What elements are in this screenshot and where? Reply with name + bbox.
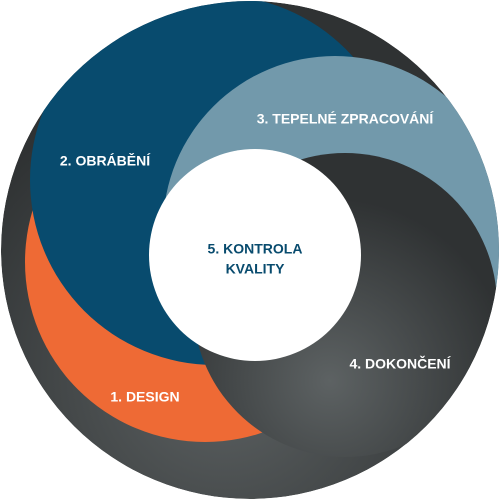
center-label: KVALITY xyxy=(226,261,286,277)
stage-label: 3. TEPELNÉ ZPRACOVÁNÍ xyxy=(257,111,435,127)
stage-label: 4. DOKONČENÍ xyxy=(349,355,451,372)
stage-label: 1. DESIGN xyxy=(110,389,179,405)
stage-label: 2. OBRÁBĚNÍ xyxy=(60,152,151,169)
center-circle xyxy=(149,149,361,361)
center-label: 5. KONTROLA xyxy=(208,241,303,257)
